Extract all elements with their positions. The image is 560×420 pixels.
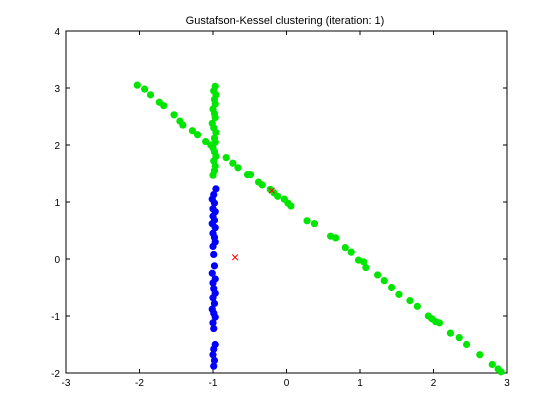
green-cluster-point — [360, 258, 368, 266]
green-cluster-point — [446, 329, 455, 337]
green-cluster-point — [211, 114, 219, 122]
green-cluster-point — [234, 164, 242, 172]
green-cluster-point — [380, 277, 388, 285]
x-tick-label: 2 — [431, 378, 437, 389]
blue-cluster-point — [210, 199, 219, 207]
data-points — [133, 81, 505, 376]
x-tick-label: 3 — [504, 378, 510, 389]
green-cluster-point — [160, 102, 168, 110]
y-tick-label: 2 — [54, 141, 60, 152]
blue-cluster-point — [210, 324, 218, 333]
x-tick-label: 1 — [357, 378, 363, 389]
blue-cluster-point — [210, 356, 219, 365]
chart-title: Gustafson-Kessel clustering (iteration: … — [186, 15, 385, 27]
green-cluster-point — [362, 263, 370, 272]
green-cluster-point — [310, 220, 319, 228]
green-cluster-point — [141, 85, 149, 93]
y-tick-label: -1 — [51, 312, 60, 323]
blue-cluster-point — [210, 362, 218, 370]
blue-cluster-point — [210, 299, 219, 308]
green-cluster-point — [274, 192, 282, 200]
y-tick-label: 0 — [54, 255, 60, 266]
blue-cluster-point — [211, 313, 219, 321]
blue-cluster-point — [210, 250, 218, 259]
green-cluster-point — [229, 159, 237, 167]
blue-cluster-point — [209, 242, 217, 251]
green-cluster-point — [188, 127, 197, 135]
blue-cluster-point — [210, 345, 218, 353]
green-cluster-point — [133, 81, 141, 89]
y-tick-label: 1 — [54, 198, 60, 209]
green-cluster-point — [435, 319, 443, 327]
cluster-center-x-marker — [231, 254, 239, 261]
green-cluster-point — [462, 340, 471, 349]
blue-cluster-point — [211, 224, 219, 232]
y-tick-label: 3 — [54, 84, 60, 95]
green-cluster-point — [287, 202, 295, 210]
y-tick-label: -2 — [51, 369, 60, 380]
green-cluster-point — [258, 181, 266, 189]
x-tick-label: -3 — [62, 378, 71, 389]
green-cluster-point — [222, 153, 230, 162]
blue-cluster-point — [209, 351, 217, 359]
blue-cluster-point — [212, 185, 220, 193]
blue-cluster-point — [208, 269, 216, 277]
green-cluster-point — [193, 131, 202, 139]
green-cluster-point — [209, 171, 217, 179]
green-cluster-point — [202, 137, 210, 146]
green-cluster-point — [374, 271, 382, 279]
green-cluster-point — [179, 121, 187, 129]
green-cluster-point — [497, 368, 505, 376]
green-cluster-point — [388, 283, 396, 292]
x-tick-label: -1 — [209, 378, 218, 389]
green-cluster-point — [406, 297, 414, 305]
green-cluster-point — [211, 138, 219, 146]
green-cluster-point — [246, 171, 255, 179]
green-cluster-point — [303, 217, 311, 225]
x-tick-label: -2 — [135, 378, 144, 389]
blue-cluster-point — [209, 279, 217, 287]
cluster-center-x-marker — [268, 187, 275, 194]
green-cluster-point — [413, 302, 421, 310]
y-tick-label: 4 — [54, 27, 60, 38]
x-tick-label: 0 — [284, 378, 290, 389]
green-cluster-point — [347, 248, 355, 256]
green-cluster-point — [146, 91, 155, 99]
blue-cluster-point — [209, 294, 217, 302]
green-cluster-point — [170, 111, 178, 119]
green-cluster-point — [455, 334, 463, 342]
blue-cluster-point — [209, 319, 217, 327]
green-cluster-point — [395, 290, 403, 298]
green-cluster-point — [332, 234, 340, 242]
blue-cluster-point — [210, 262, 219, 270]
green-cluster-point — [341, 244, 349, 252]
green-cluster-point — [212, 128, 220, 137]
green-cluster-point — [488, 360, 496, 369]
green-cluster-point — [476, 351, 484, 359]
